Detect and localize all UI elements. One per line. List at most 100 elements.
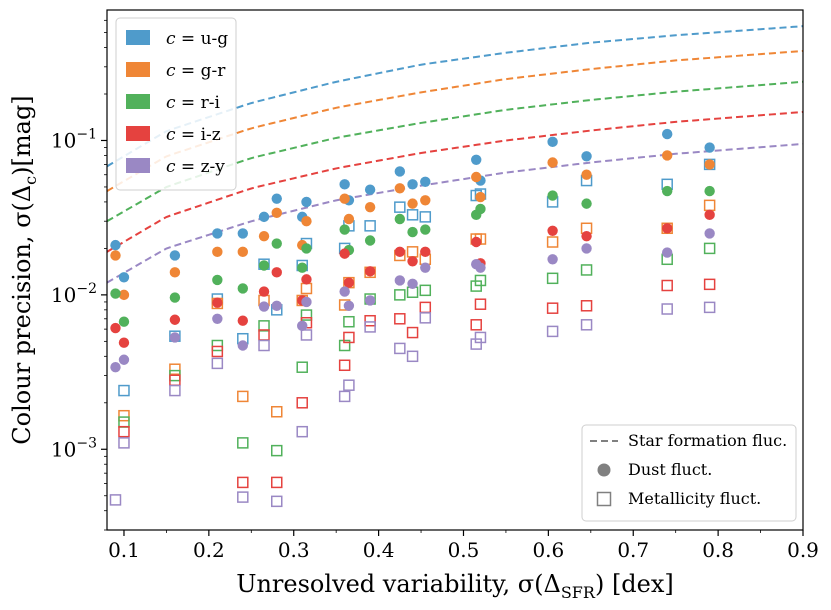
legend-swatch-g-r (126, 62, 150, 77)
metallicity-point-i-z (703, 278, 716, 291)
dust-point-u-g (339, 179, 350, 190)
metallicity-point-r-i (580, 264, 593, 276)
dust-point-i-z (258, 286, 270, 297)
metallicity-point-z-y (109, 494, 122, 506)
dust-point-g-r (212, 246, 223, 258)
metallicity-point-i-z (343, 331, 355, 344)
dust-point-g-r (118, 289, 130, 301)
dust-point-g-r (547, 157, 558, 168)
dust-point-r-i (297, 262, 308, 273)
metallicity-point-g-r (406, 246, 419, 258)
metallicity-point-i-z (406, 326, 419, 339)
metallicity-point-z-y (394, 342, 406, 355)
dust-point-z-y (420, 262, 431, 273)
dust-point-u-g (169, 250, 181, 261)
legend-top-frame (115, 17, 237, 191)
dust-point-u-g (258, 211, 270, 223)
legend-label-square: Metallicity fluct. (628, 489, 761, 508)
star-formation-curves (107, 25, 803, 284)
dust-point-z-y (301, 296, 312, 308)
dust-point-u-g (581, 151, 592, 162)
metallicity-point-z-y (661, 303, 673, 315)
dust-point-i-z (110, 322, 121, 334)
metallicity-point-i-z (237, 476, 249, 489)
dust-point-u-g (110, 239, 121, 251)
x-tick-label: 0.9 (787, 538, 819, 562)
dust-point-g-r (407, 198, 418, 209)
legend-colour: c = u-g c = g-r c = r-i c = i-z c = z-y (115, 17, 237, 191)
metallicity-point-u-g (364, 220, 376, 232)
legend-label-dash: Star formation fluc. (628, 431, 787, 450)
dust-point-z-y (297, 320, 308, 332)
dust-point-z-y (394, 275, 406, 286)
dust-point-z-y (364, 295, 376, 306)
dust-point-r-i (547, 190, 558, 201)
dust-point-z-y (258, 301, 270, 312)
dust-point-g-r (704, 159, 715, 170)
legend-label-z-y: c = z-y (166, 157, 225, 177)
dust-point-u-g (394, 166, 406, 177)
metallicity-point-g-r (703, 199, 716, 212)
dust-point-i-z (661, 223, 673, 234)
metallicity-point-i-z (296, 397, 308, 409)
metallicity-point-z-y (296, 425, 308, 438)
dust-point-z-y (339, 286, 350, 297)
dust-point-u-g (471, 154, 482, 165)
dust-point-i-z (271, 267, 282, 278)
dust-point-g-r (475, 191, 486, 203)
y-tick-label: 10−3 (51, 435, 97, 461)
metallicity-point-z-y (258, 339, 270, 352)
metallicity-point-z-y (546, 325, 559, 338)
dust-point-i-z (237, 315, 249, 326)
dust-point-g-r (471, 171, 482, 183)
metallicity-point-z-y (211, 357, 224, 370)
y-tick-label: 10−2 (51, 281, 97, 307)
metallicity-point-z-y (406, 350, 419, 363)
metallicity-point-i-z (364, 314, 376, 327)
metallicity-point-r-i (474, 274, 487, 287)
legend-square-marker (596, 491, 612, 507)
metallicity-point-i-z (419, 301, 432, 314)
dust-point-i-z (169, 314, 181, 325)
legend-bottom-frame (581, 424, 797, 522)
dust-point-z-y (237, 340, 249, 351)
metallicity-point-r-i (394, 289, 406, 301)
x-tick-label: 0.1 (108, 538, 140, 562)
dust-point-z-y (169, 332, 181, 343)
dust-point-i-z (407, 256, 418, 267)
dust-point-r-i (661, 185, 673, 197)
metallicity-point-r-i (419, 284, 432, 297)
dust-point-i-z (339, 248, 350, 259)
dust-point-r-i (301, 243, 312, 254)
dust-point-r-i (420, 224, 431, 235)
metallicity-point-i-z (118, 425, 130, 438)
dust-point-r-i (212, 274, 223, 286)
dust-point-z-y (212, 313, 223, 324)
dust-point-r-i (169, 292, 181, 303)
metallicity-point-r-i (237, 437, 249, 449)
dust-point-z-y (110, 362, 121, 373)
metallicity-point-g-r (169, 363, 181, 375)
dust-point-u-g (420, 176, 431, 187)
legend-label-r-i: c = r-i (166, 93, 220, 113)
dust-point-u-g (271, 193, 282, 204)
metallicity-point-z-y (271, 495, 283, 508)
metallicity-point-r-i (300, 309, 313, 321)
dust-point-i-z (343, 277, 355, 288)
metallicity-point-u-g (406, 209, 419, 221)
dust-point-r-i (407, 226, 418, 238)
dust-point-r-i (364, 235, 376, 246)
legend-swatch-r-i (126, 94, 150, 109)
metallicity-point-r-i (343, 315, 355, 328)
sf-curve-u-g (107, 25, 803, 168)
dust-point-r-i (339, 224, 350, 235)
metallicity-point-g-r (300, 282, 313, 295)
metallicity-point-i-z (474, 298, 487, 310)
dust-point-r-i (271, 238, 282, 249)
metallicity-point-z-y (169, 384, 181, 397)
dust-point-z-y (581, 243, 592, 254)
dust-point-g-r (394, 183, 406, 194)
dust-point-r-i (110, 288, 121, 299)
x-tick-label: 0.7 (617, 538, 649, 562)
x-tick-label: 0.2 (193, 538, 225, 562)
